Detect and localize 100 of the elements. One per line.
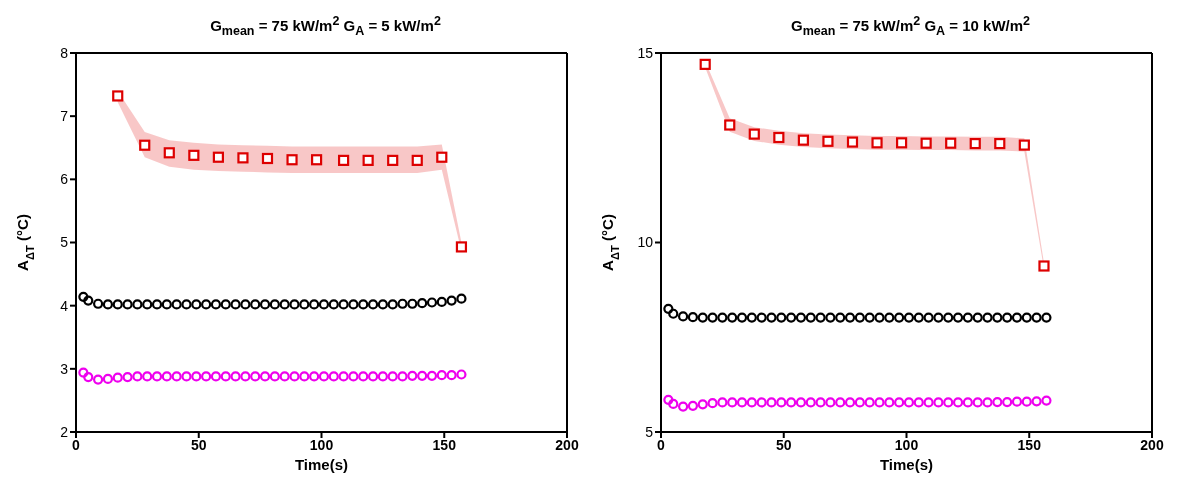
point: [962, 312, 973, 323]
point: [250, 299, 261, 310]
point: [952, 312, 964, 323]
point: [668, 308, 679, 319]
point: [397, 298, 408, 309]
point: [776, 312, 787, 323]
point: [786, 312, 797, 323]
y-tick-label: 4: [60, 297, 69, 314]
point: [903, 397, 915, 408]
point: [328, 371, 339, 382]
point: [697, 399, 708, 410]
point: [668, 398, 679, 410]
point: [163, 147, 175, 159]
point: [328, 299, 339, 310]
point: [230, 371, 241, 382]
point: [1018, 139, 1030, 151]
point: [773, 131, 785, 144]
x-axis-title: Time(s): [294, 456, 349, 473]
point: [736, 397, 748, 408]
x-tick-label: 0: [72, 436, 81, 453]
point: [309, 299, 320, 310]
point: [93, 374, 104, 385]
point: [663, 394, 674, 405]
point: [923, 397, 934, 408]
point: [171, 299, 182, 310]
point: [687, 400, 699, 411]
point: [377, 371, 388, 382]
point: [992, 396, 1003, 408]
point: [1011, 312, 1023, 323]
point: [972, 312, 983, 323]
point: [1021, 312, 1032, 323]
y-tick-label: 15: [637, 44, 654, 61]
point: [112, 90, 124, 102]
point: [122, 371, 133, 383]
x-tick-label: 150: [432, 436, 457, 453]
point: [93, 298, 104, 309]
point: [289, 299, 300, 310]
point: [220, 299, 231, 310]
point: [250, 371, 261, 382]
point: [748, 128, 760, 140]
point: [864, 397, 875, 408]
point: [456, 293, 467, 304]
point: [259, 299, 271, 310]
point: [338, 299, 349, 310]
point: [825, 312, 836, 323]
point: [884, 312, 895, 323]
point: [697, 312, 708, 323]
point: [994, 137, 1006, 150]
point: [707, 312, 718, 323]
point: [717, 312, 728, 323]
point: [1041, 312, 1052, 323]
point: [756, 397, 767, 408]
point: [1011, 396, 1023, 407]
point: [1031, 396, 1042, 407]
point: [102, 299, 114, 310]
point: [854, 312, 865, 323]
point: [230, 299, 241, 310]
point: [797, 134, 809, 146]
point: [717, 397, 728, 408]
point: [699, 58, 711, 70]
point: [933, 312, 944, 323]
point: [746, 312, 757, 323]
point: [982, 397, 993, 408]
point: [903, 312, 915, 323]
point: [756, 312, 767, 323]
point: [864, 312, 875, 323]
point: [678, 311, 689, 322]
point: [210, 299, 222, 310]
point: [151, 371, 163, 382]
point: [367, 299, 379, 310]
point: [310, 154, 323, 166]
point: [102, 373, 114, 385]
x-tick-label: 50: [190, 436, 207, 453]
point: [945, 137, 957, 149]
point: [348, 299, 359, 310]
point: [736, 312, 748, 323]
point: [132, 371, 143, 382]
point: [289, 371, 300, 382]
point: [318, 299, 330, 310]
point: [687, 312, 699, 323]
point: [367, 371, 379, 382]
point: [825, 397, 836, 408]
point: [188, 149, 200, 161]
point: [446, 370, 457, 381]
point: [407, 370, 418, 381]
point: [846, 136, 859, 148]
point: [348, 371, 359, 382]
point: [411, 154, 423, 166]
point: [746, 397, 757, 408]
point: [338, 154, 350, 166]
point: [151, 299, 163, 310]
point: [874, 397, 885, 408]
point: [884, 397, 895, 408]
x-tick-label: 150: [1017, 436, 1042, 453]
point: [446, 295, 457, 306]
point: [426, 297, 438, 308]
point: [78, 367, 89, 378]
point: [455, 241, 468, 253]
point: [269, 371, 280, 382]
point: [161, 299, 172, 310]
